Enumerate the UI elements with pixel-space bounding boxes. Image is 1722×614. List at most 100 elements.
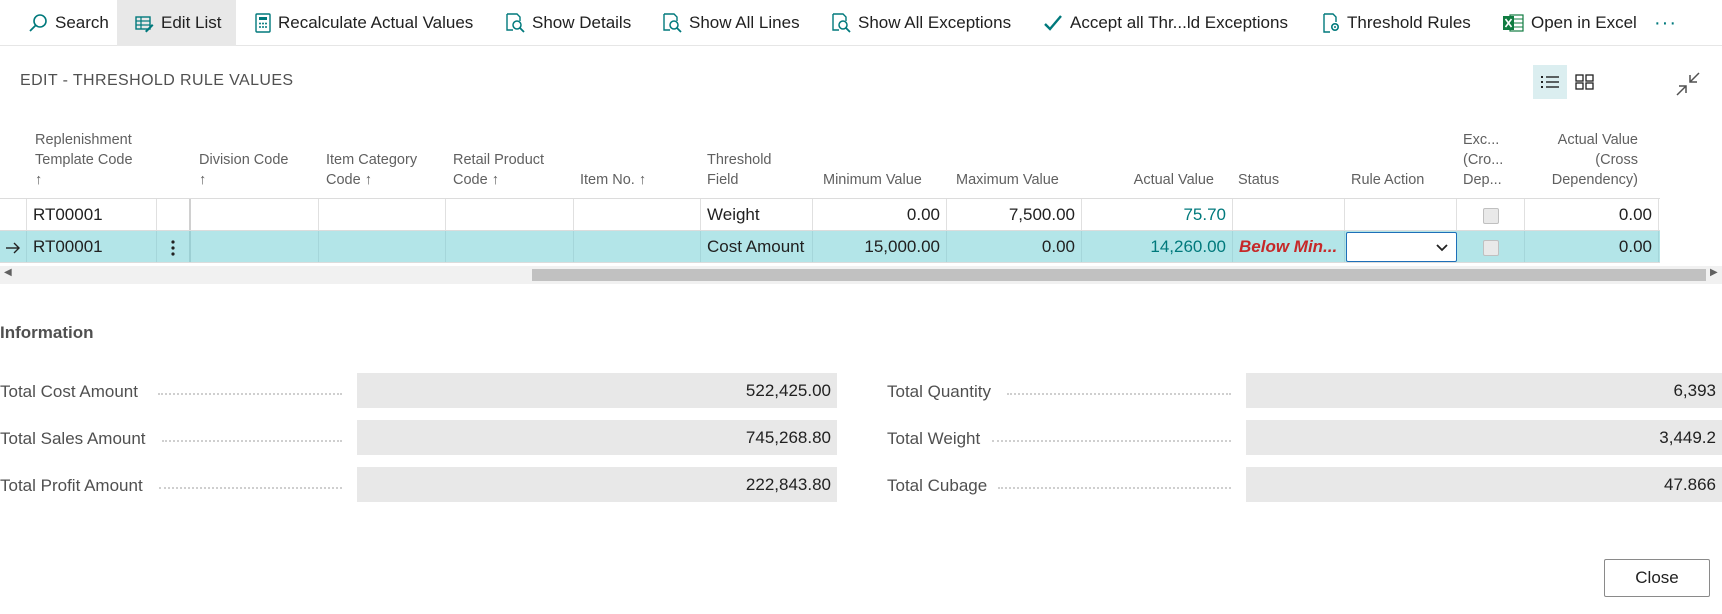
header-line: Exc... bbox=[1463, 132, 1500, 148]
show-details-button[interactable]: Show Details bbox=[497, 0, 639, 46]
edit-list-label: Edit List bbox=[161, 13, 222, 32]
col-header-minimum-value[interactable]: Minimum Value bbox=[823, 170, 922, 190]
minimum-value-cell[interactable]: 0.00 bbox=[813, 199, 947, 230]
total-cubage-label: Total Cubage bbox=[887, 476, 988, 495]
close-button[interactable]: Close bbox=[1604, 559, 1710, 597]
status-cell bbox=[1233, 199, 1345, 230]
maximum-value-cell[interactable]: 7,500.00 bbox=[947, 199, 1082, 230]
item-category-code-cell[interactable] bbox=[319, 231, 446, 262]
actual-value-cell[interactable]: 14,260.00 bbox=[1082, 231, 1233, 262]
row-indicator[interactable] bbox=[0, 199, 27, 230]
field-leader bbox=[159, 486, 342, 489]
header-line: Field bbox=[707, 172, 739, 188]
total-cost-amount-label: Total Cost Amount bbox=[0, 382, 138, 401]
total-profit-amount-value: 222,843.80 bbox=[357, 467, 837, 502]
header-line: (Cro... bbox=[1463, 152, 1504, 168]
list-icon bbox=[1541, 76, 1559, 88]
table-row[interactable]: RT00001 Weight 0.00 7,500.00 75.70 0.00 bbox=[0, 199, 1660, 231]
page-search-icon bbox=[506, 13, 525, 33]
retail-product-code-cell[interactable] bbox=[446, 231, 574, 262]
division-code-cell[interactable] bbox=[191, 231, 319, 262]
status-cell: Below Min... bbox=[1233, 231, 1345, 262]
header-line: Minimum Value bbox=[823, 172, 922, 188]
search-icon bbox=[29, 14, 47, 32]
tile-view-button[interactable] bbox=[1568, 65, 1602, 99]
checkbox-icon bbox=[1482, 207, 1499, 224]
header-line: Division Code bbox=[199, 152, 289, 168]
page-search-icon bbox=[663, 13, 682, 33]
checkmark-icon bbox=[1044, 15, 1062, 31]
header-line: Item No. ↑ bbox=[580, 172, 647, 188]
rule-action-cell[interactable] bbox=[1345, 199, 1457, 230]
scroll-left-icon[interactable]: ◀ bbox=[4, 267, 12, 278]
col-header-item-no[interactable]: Item No. ↑ bbox=[580, 170, 646, 190]
chevron-down-icon bbox=[1436, 244, 1448, 252]
item-no-cell[interactable] bbox=[574, 199, 701, 230]
col-header-retail-product-code[interactable]: Retail Product Code ↑ bbox=[453, 150, 544, 190]
recalculate-button[interactable]: Recalculate Actual Values bbox=[247, 0, 481, 46]
row-actions-cell[interactable] bbox=[157, 199, 191, 230]
open-in-excel-button[interactable]: Open in Excel bbox=[1494, 0, 1645, 46]
more-options-button[interactable]: ··· bbox=[1650, 0, 1681, 46]
list-view-button[interactable] bbox=[1533, 65, 1567, 99]
show-all-lines-label: Show All Lines bbox=[689, 13, 800, 32]
retail-product-code-cell[interactable] bbox=[446, 199, 574, 230]
search-button[interactable]: Search bbox=[20, 0, 117, 46]
threshold-field-cell[interactable]: Cost Amount bbox=[701, 231, 813, 262]
show-all-exceptions-button[interactable]: Show All Exceptions bbox=[823, 0, 1019, 46]
total-sales-amount-label: Total Sales Amount bbox=[0, 429, 146, 448]
scroll-right-icon[interactable]: ▶ bbox=[1710, 267, 1718, 278]
edit-list-button[interactable]: Edit List bbox=[117, 0, 236, 46]
col-header-maximum-value[interactable]: Maximum Value bbox=[956, 170, 1059, 190]
division-code-cell[interactable] bbox=[191, 199, 319, 230]
exception-cell bbox=[1457, 231, 1525, 262]
template-code-cell[interactable]: RT00001 bbox=[27, 231, 157, 262]
calculator-icon bbox=[255, 13, 271, 33]
tiles-icon bbox=[1575, 74, 1594, 90]
document-settings-icon bbox=[1323, 13, 1340, 33]
show-all-lines-button[interactable]: Show All Lines bbox=[654, 0, 808, 46]
field-leader bbox=[998, 486, 1231, 489]
table-row-selected[interactable]: RT00001 Cost Amount 15,000.00 0.00 14,26… bbox=[0, 231, 1660, 263]
header-line: Replenishment bbox=[35, 132, 132, 148]
actual-value-cross-cell[interactable]: 0.00 bbox=[1525, 231, 1659, 262]
checkbox-icon bbox=[1482, 239, 1499, 256]
sort-arrow-icon: ↑ bbox=[35, 172, 43, 188]
col-header-item-category-code[interactable]: Item Category Code ↑ bbox=[326, 150, 417, 190]
col-header-division-code[interactable]: Division Code ↑ bbox=[199, 150, 288, 190]
page-title: EDIT - THRESHOLD RULE VALUES bbox=[20, 72, 294, 89]
horizontal-scrollbar[interactable]: ◀ ▶ bbox=[0, 266, 1722, 284]
template-code-cell[interactable]: RT00001 bbox=[27, 199, 157, 230]
sort-arrow-icon: ↑ bbox=[199, 172, 207, 188]
col-header-threshold-field[interactable]: Threshold Field bbox=[707, 150, 771, 190]
action-bar: Search Edit List Recalculate Actual Valu… bbox=[0, 0, 1722, 46]
open-in-excel-label: Open in Excel bbox=[1531, 13, 1637, 32]
row-actions-button[interactable] bbox=[157, 231, 191, 262]
col-header-exception-cross-dependency[interactable]: Exc... (Cro... Dep... bbox=[1463, 130, 1503, 190]
col-header-status[interactable]: Status bbox=[1238, 170, 1279, 190]
threshold-rules-button[interactable]: Threshold Rules bbox=[1314, 0, 1479, 46]
collapse-button[interactable] bbox=[1672, 68, 1704, 100]
minimum-value-cell[interactable]: 15,000.00 bbox=[813, 231, 947, 262]
show-details-label: Show Details bbox=[532, 13, 632, 32]
rule-action-select[interactable] bbox=[1346, 232, 1457, 262]
item-no-cell[interactable] bbox=[574, 231, 701, 262]
header-line: Code ↑ bbox=[453, 172, 499, 188]
header-line: Maximum Value bbox=[956, 172, 1059, 188]
item-category-code-cell[interactable] bbox=[319, 199, 446, 230]
header-line: Actual Value bbox=[1133, 172, 1214, 188]
maximum-value-cell[interactable]: 0.00 bbox=[947, 231, 1082, 262]
col-header-replenishment-template-code[interactable]: Replenishment Template Code ↑ bbox=[35, 130, 133, 190]
actual-value-cross-cell[interactable]: 0.00 bbox=[1525, 199, 1659, 230]
field-leader bbox=[992, 439, 1231, 442]
col-header-actual-value-cross-dependency[interactable]: Actual Value (Cross Dependency) bbox=[1530, 130, 1638, 190]
actual-value-cell[interactable]: 75.70 bbox=[1082, 199, 1233, 230]
accept-all-exceptions-button[interactable]: Accept all Thr...ld Exceptions bbox=[1035, 0, 1296, 46]
row-indicator[interactable] bbox=[0, 231, 27, 262]
col-header-rule-action[interactable]: Rule Action bbox=[1351, 170, 1424, 190]
col-header-actual-value[interactable]: Actual Value bbox=[1080, 170, 1214, 190]
scrollbar-thumb[interactable] bbox=[532, 269, 1706, 281]
page-search-icon bbox=[832, 13, 851, 33]
recalculate-label: Recalculate Actual Values bbox=[278, 13, 474, 32]
threshold-field-cell[interactable]: Weight bbox=[701, 199, 813, 230]
